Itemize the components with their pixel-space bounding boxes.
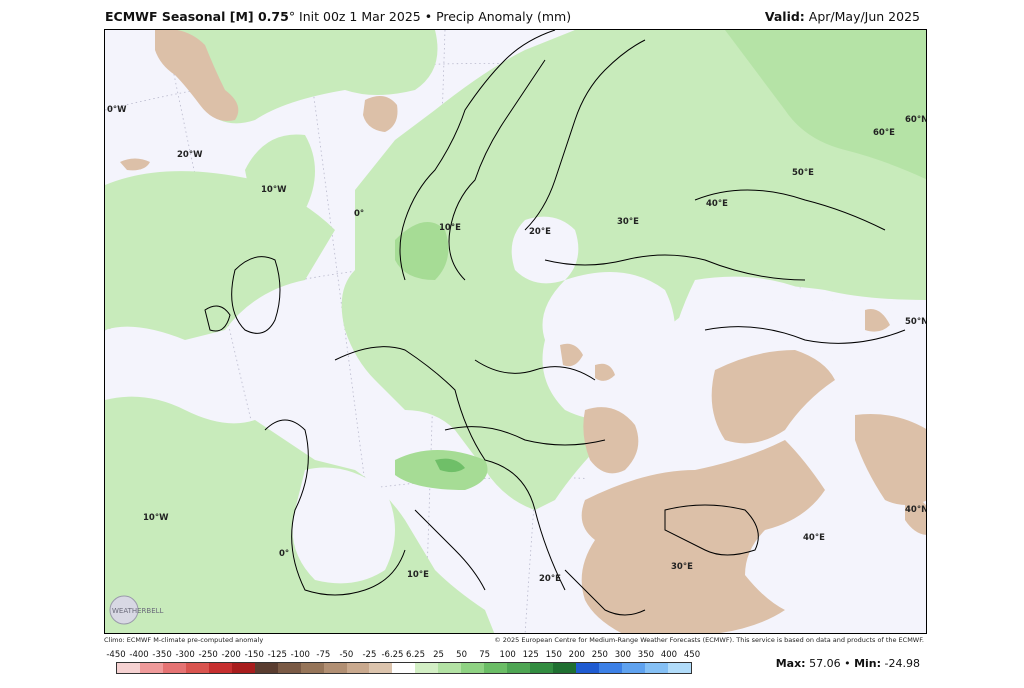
colorbar-swatch — [208, 663, 232, 673]
colorbar-swatch — [461, 663, 485, 673]
colorbar-swatch — [231, 663, 255, 673]
field-name: Precip Anomaly (mm) — [436, 9, 572, 24]
colorbar-tick-label: 100 — [499, 650, 516, 660]
colorbar-swatch — [346, 663, 370, 673]
colorbar-swatch — [162, 663, 186, 673]
lat-label: 60°N — [905, 115, 927, 125]
colorbar-tick-label: 450 — [683, 650, 701, 660]
colorbar-swatch — [621, 663, 645, 673]
valid-label: Valid: — [764, 9, 805, 24]
max-min-stats: Max: 57.06 • Min: -24.98 — [776, 657, 920, 670]
colorbar — [116, 662, 692, 674]
colorbar-swatch — [415, 663, 439, 673]
colorbar-tick-label: -350 — [152, 650, 172, 660]
colorbar-tick-label: 25 — [433, 650, 444, 660]
colorbar-tick-label: 400 — [660, 650, 678, 660]
colorbar-swatch — [277, 663, 301, 673]
colorbar-swatch — [553, 663, 577, 673]
colorbar-swatch — [392, 663, 416, 673]
colorbar-swatch — [576, 663, 600, 673]
lon-label: 50°E — [792, 168, 814, 178]
colorbar-swatch — [369, 663, 393, 673]
lon-label: 0° — [279, 549, 289, 559]
max-value: 57.06 — [805, 657, 841, 670]
colorbar-tick-label: 300 — [614, 650, 631, 660]
colorbar-tick-label: -100 — [290, 650, 310, 660]
init-time: Init 00z 1 Mar 2025 — [295, 9, 421, 24]
map-canvas: 0°W 20°W 10°W 0° 10°E 20°E 30°E 40°E 50°… — [105, 30, 927, 633]
lon-label: 30°E — [671, 562, 693, 572]
colorbar-swatch — [599, 663, 622, 673]
colorbar-tick-label: 6.25 — [406, 650, 425, 660]
lon-label: 10°W — [261, 185, 287, 195]
lon-label: 30°E — [617, 217, 639, 227]
colorbar-swatch — [438, 663, 462, 673]
lat-label: 50°N — [905, 317, 927, 327]
title-separator: • — [420, 9, 437, 24]
model-name: ECMWF Seasonal [M] 0.75 — [105, 9, 289, 24]
colorbar-tick-label: -200 — [221, 650, 241, 660]
lon-label: 0° — [354, 209, 364, 219]
colorbar-tick-label: -300 — [175, 650, 195, 660]
max-label: Max: — [775, 657, 806, 670]
weatherbell-logo: WEATHERBELL — [109, 595, 164, 625]
colorbar-tick-label: 250 — [591, 650, 608, 660]
min-value: -24.98 — [881, 657, 920, 670]
lon-label: 40°E — [706, 199, 728, 209]
colorbar-swatch — [139, 663, 163, 673]
colorbar-tick-label: -50 — [339, 650, 354, 660]
colorbar-tick-label: -400 — [129, 650, 149, 660]
coastlines — [204, 30, 906, 616]
lon-label: 20°W — [177, 150, 203, 160]
colorbar-swatch — [667, 663, 691, 673]
colorbar-ticks: -450 -400 -350 -300 -250 -200 -150 -125 -100 -75-… — [106, 650, 700, 661]
climo-note: Climo: ECMWF M-climate pre-computed anom… — [104, 636, 264, 644]
colorbar-tick-label: 50 — [456, 650, 468, 660]
valid-period: Valid: Apr/May/Jun 2025 — [765, 9, 920, 24]
colorbar-swatch — [323, 663, 347, 673]
colorbar-swatch — [530, 663, 554, 673]
colorbar-tick-label: -75 — [316, 650, 331, 660]
graticule-labels: 0°W 20°W 10°W 0° 10°E 20°E 30°E 40°E 50°… — [107, 105, 927, 584]
lon-label: 10°W — [143, 513, 169, 523]
colorbar-tick-label: 350 — [637, 650, 655, 660]
colorbar-tick-label: 200 — [568, 650, 585, 660]
lon-label: 0°W — [107, 105, 127, 115]
colorbar-tick-label: 150 — [545, 650, 562, 660]
colorbar-swatch — [484, 663, 508, 673]
colorbar-swatch — [185, 663, 209, 673]
lon-label: 60°E — [873, 128, 895, 138]
colorbar-swatch — [117, 663, 140, 673]
colorbar-swatch — [644, 663, 668, 673]
colorbar-tick-label: -250 — [198, 650, 218, 660]
colorbar-tick-label: -450 — [106, 650, 126, 660]
precip-anomaly-map: 0°W 20°W 10°W 0° 10°E 20°E 30°E 40°E 50°… — [104, 29, 927, 634]
degree-symbol: ° — [288, 9, 296, 24]
colorbar-swatch — [507, 663, 531, 673]
colorbar-tick-label: -125 — [267, 650, 287, 660]
lon-label: 20°E — [539, 574, 561, 584]
colorbar-swatch — [300, 663, 324, 673]
valid-value: Apr/May/Jun 2025 — [804, 9, 920, 24]
lon-label: 40°E — [803, 533, 825, 543]
lon-label: 10°E — [439, 223, 461, 233]
chart-title: ECMWF Seasonal [M] 0.75° Init 00z 1 Mar … — [105, 9, 571, 24]
dry-anomaly-areas — [120, 30, 926, 633]
colorbar-tick-label: -6.25 — [381, 650, 404, 660]
stats-separator: • — [840, 657, 855, 670]
min-label: Min: — [854, 657, 882, 670]
wet-anomaly-core — [395, 222, 488, 490]
copyright-note: © 2025 European Centre for Medium-Range … — [494, 636, 924, 644]
lat-label: 40°N — [905, 505, 927, 515]
colorbar-tick-label: -150 — [244, 650, 264, 660]
lon-label: 10°E — [407, 570, 429, 580]
colorbar-tick-label: -25 — [362, 650, 377, 660]
colorbar-tick-label: 125 — [522, 650, 539, 660]
colorbar-swatch — [254, 663, 278, 673]
lon-label: 20°E — [529, 227, 551, 237]
colorbar-tick-label: 75 — [479, 650, 491, 660]
logo-text: WEATHERBELL — [112, 607, 164, 615]
